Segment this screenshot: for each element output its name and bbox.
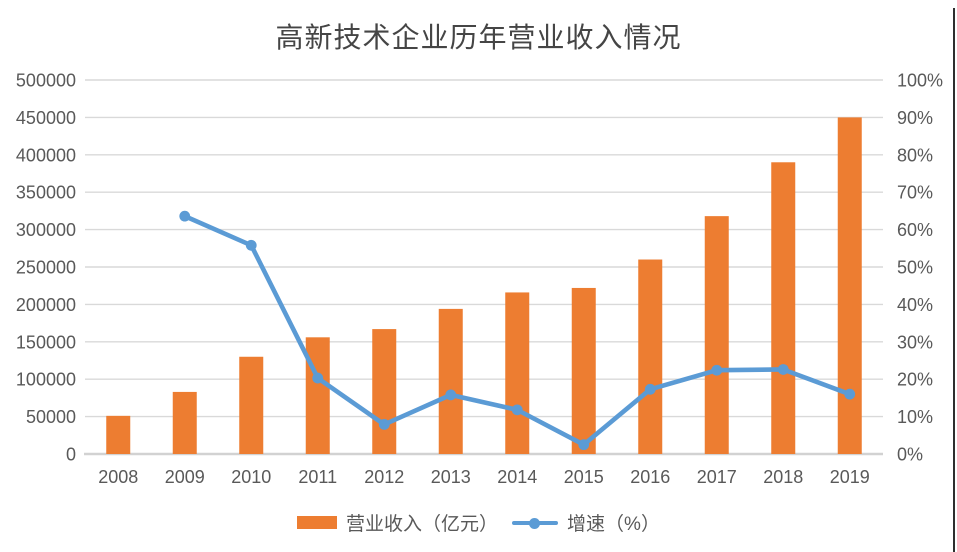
y-left-tick-label: 50000: [26, 407, 76, 427]
bar-2008: [106, 415, 131, 454]
bar-2015: [571, 287, 596, 454]
growth-marker-2015: [578, 439, 590, 451]
y-left-tick-label: 200000: [16, 295, 76, 315]
bar-2010: [239, 356, 264, 454]
chart-plot-area: 0 50000 100000 150000 200000 250000 300000 3500…: [16, 71, 943, 488]
x-tick-label: 2015: [564, 467, 604, 487]
x-tick-label: 2013: [431, 467, 471, 487]
x-tick-label: 2011: [298, 467, 337, 487]
bar-2018: [771, 162, 796, 454]
growth-marker-2013: [445, 389, 457, 401]
y-right-tick-label: 30%: [897, 332, 933, 352]
growth-marker-2011: [312, 372, 324, 384]
y-left-tick-label: 100000: [16, 370, 76, 390]
x-tick-label: 2012: [364, 467, 404, 487]
y-left-tick-label: 0: [66, 445, 76, 465]
y-left-tick-label: 250000: [16, 258, 76, 278]
growth-marker-2016: [644, 383, 656, 395]
bar-2016: [638, 259, 663, 454]
legend-item-growth: 增速（%）: [512, 509, 660, 536]
bar-2011: [305, 337, 330, 454]
legend-item-revenue: 营业收入（亿元）: [297, 509, 498, 536]
bar-2019: [837, 117, 862, 455]
x-tick-label: 2010: [231, 467, 271, 487]
y-left-tick-label: 500000: [16, 71, 76, 91]
growth-marker-2010: [245, 239, 257, 251]
bar-2013: [438, 308, 463, 454]
y-left-tick-label: 400000: [16, 145, 76, 165]
legend-revenue-swatch: [297, 516, 338, 529]
y-right-tick-label: 50%: [897, 258, 933, 278]
x-tick-label: 2008: [98, 467, 138, 487]
growth-marker-2018: [777, 364, 789, 375]
x-tick-label: 2009: [165, 467, 205, 487]
legend-growth-label: 增速（%）: [567, 514, 660, 535]
bar-2017: [704, 216, 729, 454]
x-tick-label: 2018: [763, 467, 803, 487]
x-tick-label: 2016: [630, 467, 670, 487]
growth-marker-2014: [511, 404, 523, 416]
y-right-tick-label: 20%: [897, 370, 933, 390]
y-right-tick-label: 40%: [897, 295, 933, 315]
y-left-tick-label: 150000: [16, 332, 76, 352]
growth-marker-2019: [844, 388, 856, 400]
y-left-tick-label: 300000: [16, 220, 76, 240]
growth-marker-2012: [378, 419, 390, 430]
legend-revenue-label: 营业收入（亿元）: [346, 514, 499, 535]
y-left-tick-label: 350000: [16, 183, 76, 203]
x-tick-label: 2014: [497, 467, 537, 487]
y-right-tick-label: 60%: [897, 220, 933, 240]
x-tick-label: 2019: [830, 467, 870, 487]
y-right-tick-label: 100%: [897, 71, 943, 91]
legend-growth-marker: [529, 517, 541, 529]
chart-legend: 营业收入（亿元） 增速（%）: [0, 509, 957, 536]
growth-marker-2017: [711, 364, 723, 376]
chart-title: 高新技术企业历年营业收入情况: [275, 23, 682, 54]
growth-marker-2009: [179, 210, 191, 222]
y-right-tick-label: 0%: [897, 445, 923, 465]
x-tick-label: 2017: [697, 467, 737, 487]
y-right-tick-label: 90%: [897, 108, 933, 128]
bar-2012: [372, 329, 397, 454]
y-right-tick-label: 10%: [897, 407, 933, 427]
y-left-tick-label: 450000: [16, 108, 76, 128]
bar-2014: [505, 292, 530, 454]
bar-2009: [172, 391, 197, 454]
page-border-right: [953, 8, 955, 552]
y-right-tick-label: 80%: [897, 145, 933, 165]
legend-growth-swatch: [512, 516, 559, 529]
y-right-tick-label: 70%: [897, 183, 933, 203]
